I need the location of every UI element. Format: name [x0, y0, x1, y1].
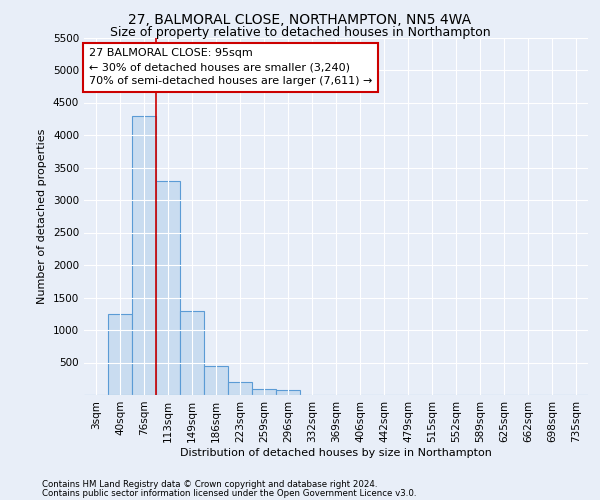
Bar [132, 116, 156, 395]
Y-axis label: Number of detached properties: Number of detached properties [37, 128, 47, 304]
Text: 27 BALMORAL CLOSE: 95sqm
← 30% of detached houses are smaller (3,240)
70% of sem: 27 BALMORAL CLOSE: 95sqm ← 30% of detach… [89, 48, 373, 86]
Bar [156, 180, 180, 395]
Bar [108, 314, 132, 395]
Text: Contains public sector information licensed under the Open Government Licence v3: Contains public sector information licen… [42, 488, 416, 498]
X-axis label: Distribution of detached houses by size in Northampton: Distribution of detached houses by size … [180, 448, 492, 458]
Text: Size of property relative to detached houses in Northampton: Size of property relative to detached ho… [110, 26, 490, 39]
Text: Contains HM Land Registry data © Crown copyright and database right 2024.: Contains HM Land Registry data © Crown c… [42, 480, 377, 489]
Bar [228, 382, 252, 395]
Bar [204, 366, 228, 395]
Bar [252, 388, 276, 395]
Text: 27, BALMORAL CLOSE, NORTHAMPTON, NN5 4WA: 27, BALMORAL CLOSE, NORTHAMPTON, NN5 4WA [128, 12, 472, 26]
Bar [180, 310, 204, 395]
Bar [276, 390, 300, 395]
